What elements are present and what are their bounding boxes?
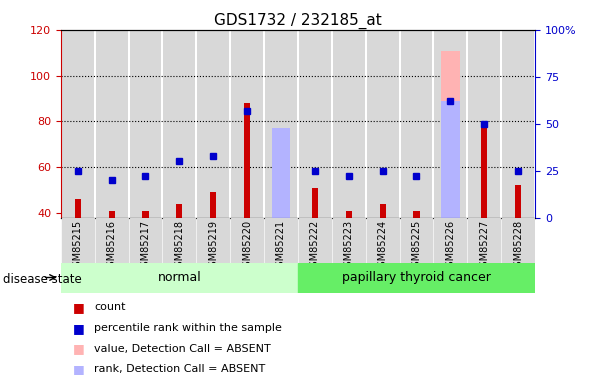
Bar (435, 217, 466, 262)
Bar (164, 30, 195, 217)
Bar (481, 124, 487, 218)
Bar (244, 103, 250, 218)
Bar (441, 101, 460, 217)
Bar (272, 128, 290, 218)
Text: percentile rank within the sample: percentile rank within the sample (94, 323, 282, 333)
Bar (346, 211, 352, 218)
Bar (231, 217, 263, 262)
Bar (298, 262, 535, 292)
Bar (109, 211, 115, 218)
Text: ■: ■ (73, 301, 85, 314)
Bar (272, 128, 290, 217)
Bar (198, 30, 229, 217)
Bar (210, 192, 216, 217)
Text: ■: ■ (73, 322, 85, 334)
Text: GSM85218: GSM85218 (174, 220, 184, 273)
Text: GSM85224: GSM85224 (378, 220, 388, 273)
Bar (75, 199, 81, 217)
Bar (379, 204, 385, 218)
Text: ■: ■ (73, 363, 85, 375)
Bar (176, 204, 182, 218)
Bar (468, 30, 500, 217)
Bar (299, 217, 331, 262)
Bar (515, 186, 521, 218)
Text: GSM85216: GSM85216 (106, 220, 117, 273)
Text: GSM85225: GSM85225 (412, 220, 421, 273)
Bar (502, 217, 534, 262)
Bar (61, 262, 298, 292)
Text: GSM85220: GSM85220 (242, 220, 252, 273)
Text: GSM85228: GSM85228 (513, 220, 523, 273)
Text: GSM85221: GSM85221 (276, 220, 286, 273)
Text: GSM85226: GSM85226 (445, 220, 455, 273)
Bar (312, 188, 318, 218)
Text: GSM85217: GSM85217 (140, 220, 151, 273)
Bar (198, 217, 229, 262)
Bar (401, 217, 432, 262)
Text: GSM85215: GSM85215 (73, 220, 83, 273)
Bar (413, 211, 420, 218)
Text: normal: normal (157, 271, 201, 284)
Bar (367, 217, 398, 262)
Text: count: count (94, 303, 126, 312)
Text: disease state: disease state (3, 273, 82, 286)
Bar (502, 30, 534, 217)
Bar (95, 217, 128, 262)
Bar (62, 217, 94, 262)
Bar (62, 30, 94, 217)
Bar (164, 217, 195, 262)
Text: rank, Detection Call = ABSENT: rank, Detection Call = ABSENT (94, 364, 266, 374)
Text: value, Detection Call = ABSENT: value, Detection Call = ABSENT (94, 344, 271, 354)
Bar (468, 217, 500, 262)
Bar (265, 30, 297, 217)
Text: papillary thyroid cancer: papillary thyroid cancer (342, 271, 491, 284)
Text: GSM85219: GSM85219 (208, 220, 218, 273)
Text: GSM85227: GSM85227 (479, 220, 489, 273)
Bar (130, 30, 161, 217)
Text: GSM85222: GSM85222 (310, 220, 320, 273)
Bar (435, 30, 466, 217)
Text: ■: ■ (73, 342, 85, 355)
Title: GDS1732 / 232185_at: GDS1732 / 232185_at (214, 12, 382, 28)
Bar (299, 30, 331, 217)
Text: GSM85223: GSM85223 (344, 220, 354, 273)
Bar (333, 217, 365, 262)
Bar (142, 211, 148, 218)
Bar (95, 30, 128, 217)
Bar (265, 217, 297, 262)
Bar (367, 30, 398, 217)
Bar (441, 51, 460, 217)
Bar (130, 217, 161, 262)
Bar (401, 30, 432, 217)
Bar (231, 30, 263, 217)
Bar (333, 30, 365, 217)
